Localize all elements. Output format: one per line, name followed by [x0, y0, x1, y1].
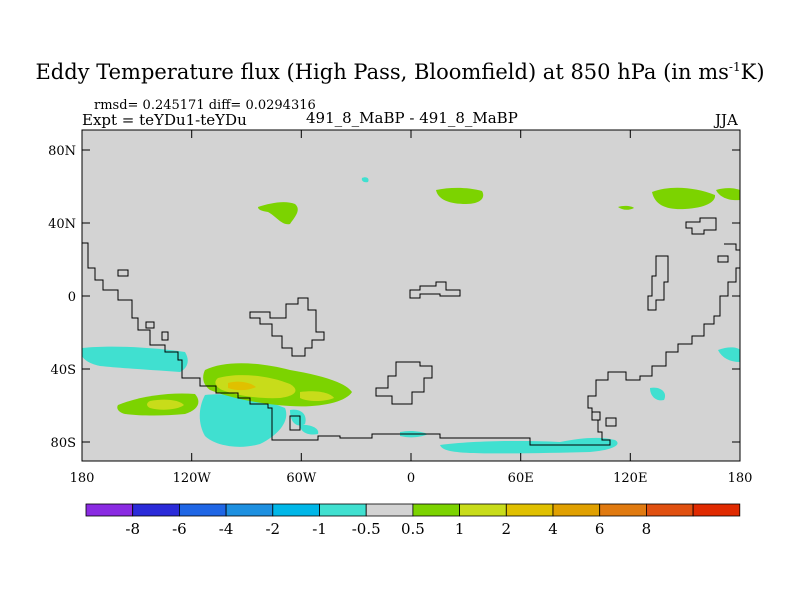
legend-label: 1: [455, 520, 465, 538]
anomaly-contours: [82, 177, 740, 454]
lat-labels: 80N 40N 0 40S 80S: [48, 144, 76, 451]
legend-label: -1: [312, 520, 327, 538]
negative-anomaly-regions: [82, 346, 740, 454]
legend-swatch: [599, 503, 647, 517]
lat-label-80n: 80N: [48, 144, 76, 159]
legend-swatch: [646, 503, 694, 517]
lon-label-60w: 60W: [286, 471, 317, 486]
legend-label: 6: [595, 520, 605, 538]
legend-swatch: [552, 503, 601, 517]
legend-swatch: [365, 503, 414, 517]
experiment-label: Expt = teYDu1-teYDu: [82, 111, 247, 129]
legend-swatch: [132, 503, 180, 517]
lat-label-40n: 40N: [48, 217, 76, 232]
legend-label: -2: [265, 520, 280, 538]
plot-title: Eddy Temperature flux (High Pass, Bloomf…: [35, 60, 765, 84]
continent-outlines: [82, 217, 740, 446]
legend-label: -0.5: [352, 520, 381, 538]
legend-swatch: [412, 503, 460, 517]
lon-ticks: [81, 130, 741, 461]
lon-label-120w: 120W: [173, 471, 212, 486]
legend-swatch: [272, 503, 320, 517]
lat-label-0: 0: [68, 290, 76, 305]
lat-label-80s: 80S: [51, 436, 76, 451]
lat-label-40s: 40S: [51, 363, 76, 378]
lat-ticks: [82, 149, 740, 443]
legend-swatch: [178, 503, 227, 517]
legend-swatch: [505, 503, 554, 517]
peak-core: [228, 381, 256, 391]
legend-swatch: [459, 503, 507, 517]
legend-swatch: [692, 503, 741, 517]
legend-label: 2: [502, 520, 512, 538]
legend-swatch: [85, 503, 134, 517]
runs-label: 491_8_MaBP - 491_8_MaBP: [306, 109, 518, 127]
lon-label-0: 0: [407, 471, 415, 486]
season-label: JJA: [715, 111, 738, 129]
lon-label-60e: 60E: [508, 471, 534, 486]
lon-label-120e: 120E: [613, 471, 647, 486]
legend-labels: -8 -6 -4 -2 -1 -0.5 0.5 1 2 4 6 8: [125, 520, 651, 538]
legend-swatch: [225, 503, 274, 517]
legend-label: 4: [548, 520, 558, 538]
legend-colorbar: [85, 503, 741, 517]
legend-label: -6: [172, 520, 187, 538]
lon-label-180e: 180: [728, 471, 753, 486]
legend-swatch: [319, 503, 367, 517]
legend-label: 8: [642, 520, 652, 538]
legend-label: -4: [219, 520, 234, 538]
stats-text: rmsd= 0.245171 diff= 0.0294316: [94, 98, 316, 113]
lon-label-180w: 180: [70, 471, 95, 486]
lon-labels: 180 120W 60W 0 60E 120E 180: [70, 471, 753, 486]
legend-label: -8: [125, 520, 140, 538]
legend-label: 0.5: [401, 520, 425, 538]
